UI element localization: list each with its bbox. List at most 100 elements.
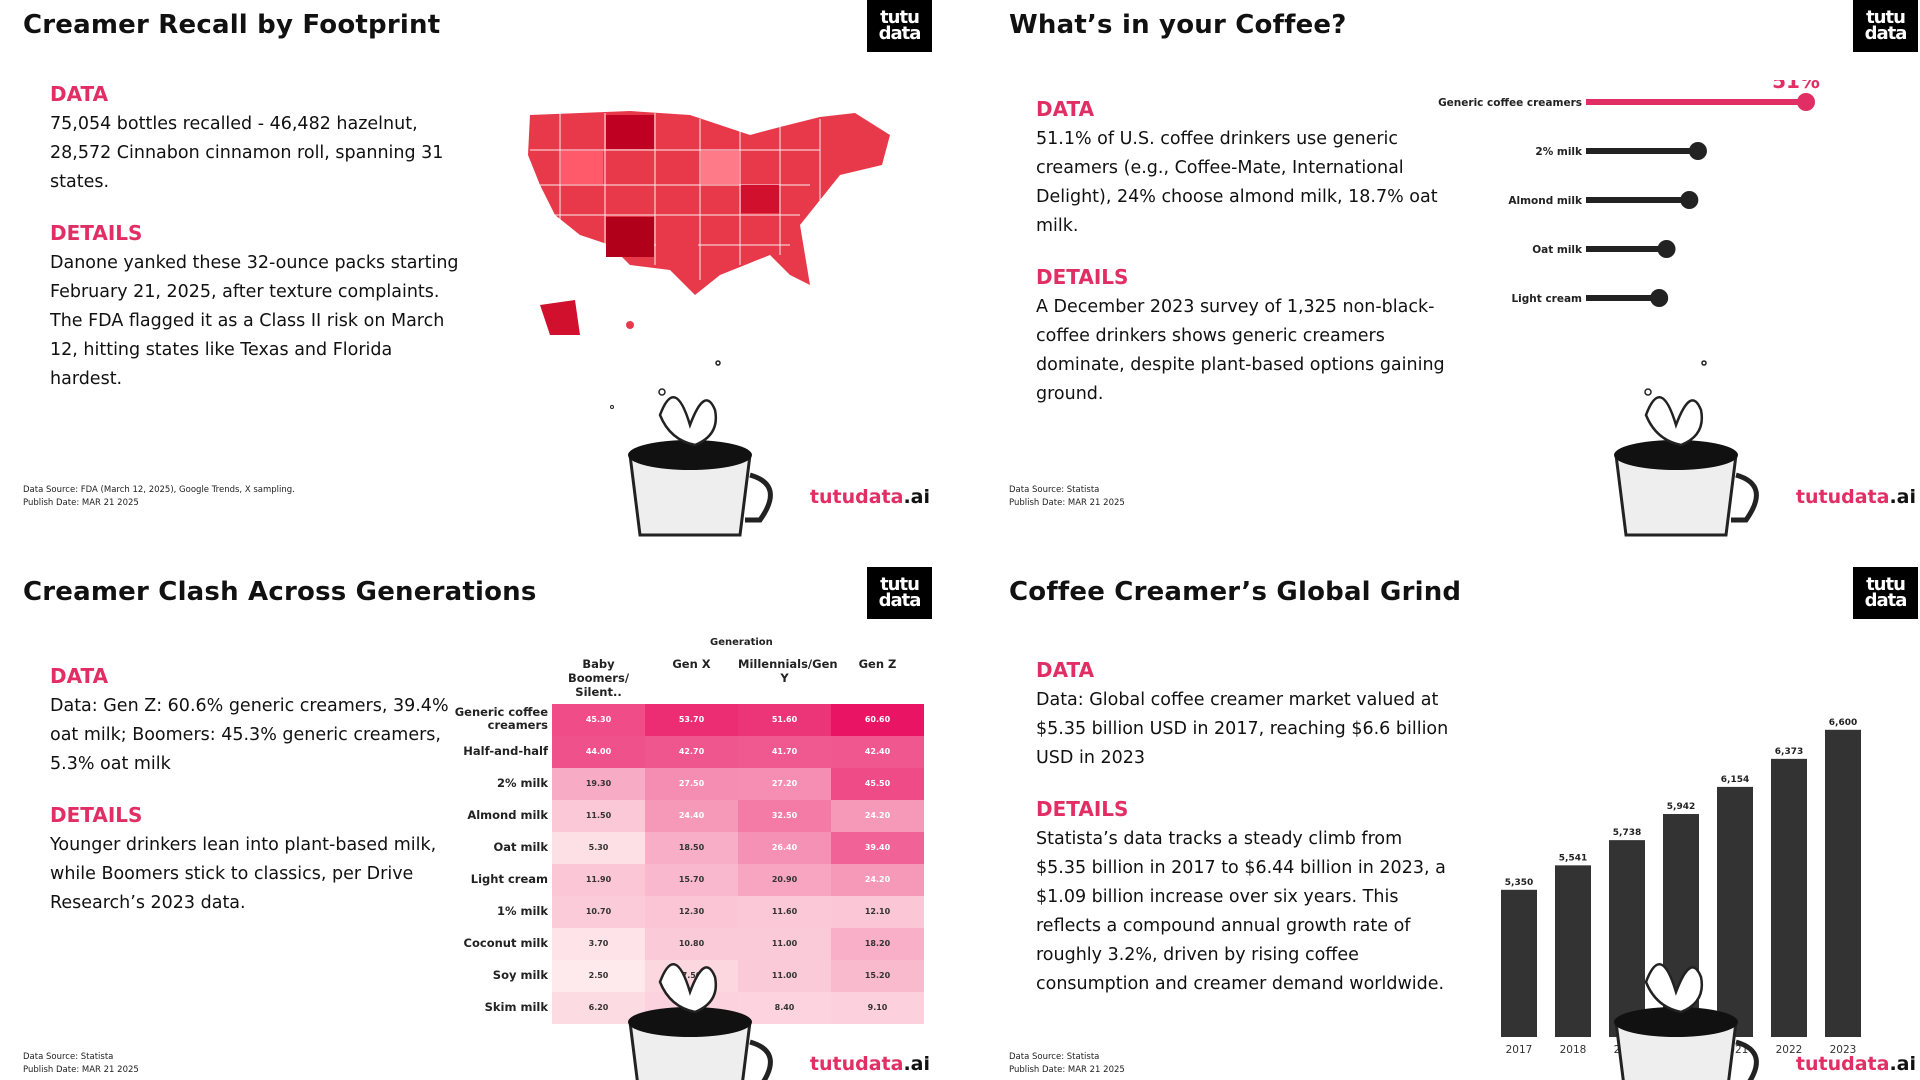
coffee-cup-icon bbox=[1614, 962, 1759, 1080]
bar-value-label: 5,350 bbox=[1505, 878, 1533, 888]
panel-title: What’s in your Coffee? bbox=[1009, 10, 1347, 40]
heatmap-cell: 39.40 bbox=[831, 832, 924, 864]
heatmap-cell: 15.70 bbox=[645, 864, 738, 896]
heatmap-row-label: Soy milk bbox=[492, 968, 548, 982]
heatmap-cell: 3.70 bbox=[552, 928, 645, 960]
data-heading: DATA bbox=[50, 82, 109, 106]
panel-coffee: What’s in your Coffee? tutu data DATA 51.… bbox=[986, 0, 1920, 540]
heatmap-cell: 44.00 bbox=[552, 736, 645, 768]
heatmap-row-label: 2% milk bbox=[496, 776, 548, 790]
data-source: Data Source: Statista Publish Date: MAR … bbox=[23, 1052, 139, 1075]
heatmap-row-label: Skim milk bbox=[484, 1000, 548, 1014]
heatmap-row-label: 1% milk bbox=[496, 904, 548, 918]
heatmap-cell: 60.60 bbox=[831, 704, 924, 736]
data-heading: DATA bbox=[1036, 97, 1095, 121]
market-bar bbox=[1501, 889, 1537, 1037]
us-map-state bbox=[741, 185, 779, 213]
heatmap-cell: 51.60 bbox=[738, 704, 831, 736]
heatmap-row-label: Almond milk bbox=[467, 808, 548, 822]
panel-title: Creamer Clash Across Generations bbox=[23, 577, 537, 607]
heatmap-cell: 53.70 bbox=[645, 704, 738, 736]
heatmap-cell: 11.50 bbox=[552, 800, 645, 832]
heatmap-cell: 5.30 bbox=[552, 832, 645, 864]
tutudata-logo: tutu data bbox=[867, 567, 932, 619]
tutudata-logo: tutu data bbox=[867, 0, 932, 52]
data-heading: DATA bbox=[50, 664, 109, 688]
bar-category-label: 2017 bbox=[1506, 1044, 1533, 1056]
lollipop-label: 2% milk bbox=[1535, 146, 1583, 158]
bar-value-label: 5,738 bbox=[1613, 828, 1641, 838]
data-source: Data Source: Statista Publish Date: MAR … bbox=[1009, 1052, 1125, 1075]
market-bar bbox=[1825, 729, 1861, 1037]
heatmap-cell: 8.40 bbox=[738, 992, 831, 1024]
market-bar bbox=[1609, 840, 1645, 1037]
brand-wordmark: tutudata.ai bbox=[1795, 486, 1916, 508]
bar-category-label: 2022 bbox=[1776, 1044, 1803, 1056]
lollipop-dot bbox=[1657, 240, 1676, 258]
tutudata-logo: tutu data bbox=[1853, 0, 1918, 52]
heatmap-cell: 20.90 bbox=[738, 864, 831, 896]
heatmap-cell: 11.60 bbox=[738, 896, 831, 928]
panel-title: Coffee Creamer’s Global Grind bbox=[1009, 577, 1462, 607]
heatmap-cell: 42.70 bbox=[645, 736, 738, 768]
lollipop-label: Almond milk bbox=[1508, 195, 1583, 207]
heatmap-cell: 7.50 bbox=[645, 960, 738, 992]
lollipop-label: Light cream bbox=[1511, 293, 1582, 305]
heatmap-column-header: Millennials/Gen Y bbox=[738, 657, 838, 685]
heatmap-cell: 15.20 bbox=[831, 960, 924, 992]
details-heading: DETAILS bbox=[50, 803, 143, 827]
details-text: Younger drinkers lean into plant-based m… bbox=[50, 835, 437, 913]
us-map-state bbox=[606, 115, 654, 149]
heatmap-column-header: Gen Z bbox=[858, 657, 897, 671]
us-map-state bbox=[656, 217, 698, 263]
bar-category-label: 2018 bbox=[1560, 1044, 1587, 1056]
heatmap-cell: 11.00 bbox=[738, 928, 831, 960]
heatmap-row-label: Coconut milk bbox=[463, 936, 548, 950]
text-block: DATA 75,054 bottles recalled - 46,482 ha… bbox=[50, 82, 460, 418]
data-text: Data: Global coffee creamer market value… bbox=[1036, 690, 1449, 768]
heatmap-cell: 32.50 bbox=[738, 800, 831, 832]
data-text: Data: Gen Z: 60.6% generic creamers, 39.… bbox=[50, 696, 449, 774]
heatmap-cell: 26.40 bbox=[738, 832, 831, 864]
heatmap-cell: 27.20 bbox=[738, 768, 831, 800]
heatmap-cell: 45.30 bbox=[552, 704, 645, 736]
heatmap-cell: 9.10 bbox=[831, 992, 924, 1024]
data-source: Data Source: Statista Publish Date: MAR … bbox=[1009, 485, 1125, 508]
us-map-alaska bbox=[540, 300, 580, 335]
brand-wordmark: tutudata.ai bbox=[1795, 1053, 1916, 1075]
data-heading: DATA bbox=[1036, 658, 1095, 682]
market-bar bbox=[1771, 758, 1807, 1037]
details-text: A December 2023 survey of 1,325 non-blac… bbox=[1036, 297, 1445, 404]
panel-global: Coffee Creamer’s Global Grind tutu data D… bbox=[986, 567, 1920, 1080]
details-heading: DETAILS bbox=[1036, 265, 1129, 289]
heatmap-cell: 6.20 bbox=[552, 992, 645, 1024]
lollipop-label: Oat milk bbox=[1532, 244, 1583, 256]
lollipop-dot bbox=[1688, 142, 1707, 160]
heatmap-column-header: Gen X bbox=[672, 657, 711, 671]
heatmap-cell: 19.30 bbox=[552, 768, 645, 800]
heatmap-row-label: Generic coffee creamers bbox=[454, 705, 548, 732]
heatmap-cell: 12.30 bbox=[645, 896, 738, 928]
heatmap-row-label: Oat milk bbox=[493, 840, 548, 854]
heatmap-group-label: Generation bbox=[710, 637, 773, 648]
heatmap-cell: 10.70 bbox=[552, 896, 645, 928]
us-map bbox=[528, 111, 890, 335]
highlight-label: 51% bbox=[1772, 80, 1820, 93]
market-bar bbox=[1717, 786, 1753, 1037]
lollipop-chart: Generic coffee creamers 51% 2% milk Almond … bbox=[1438, 80, 1820, 307]
lollipop-label: Generic coffee creamers bbox=[1438, 97, 1582, 109]
panel-title: Creamer Recall by Footprint bbox=[23, 10, 441, 40]
details-text: Statista’s data tracks a steady climb fr… bbox=[1036, 829, 1446, 994]
heatmap-row-label: Half-and-half bbox=[463, 744, 548, 758]
panel-recall: Creamer Recall by Footprint tutu data DAT… bbox=[0, 0, 940, 540]
heatmap-cell: 24.20 bbox=[831, 800, 924, 832]
brand-wordmark: tutudata.ai bbox=[809, 486, 930, 508]
heatmap-cell: 11.00 bbox=[738, 960, 831, 992]
heatmap-row-label: Light cream bbox=[470, 872, 548, 886]
heatmap-cell: 2.50 bbox=[552, 960, 645, 992]
us-map-hawaii bbox=[626, 321, 634, 329]
text-block: DATA Data: Global coffee creamer market … bbox=[1036, 658, 1456, 1023]
market-bar bbox=[1555, 865, 1591, 1037]
details-heading: DETAILS bbox=[1036, 797, 1129, 821]
lollipop-dot bbox=[1650, 289, 1669, 307]
